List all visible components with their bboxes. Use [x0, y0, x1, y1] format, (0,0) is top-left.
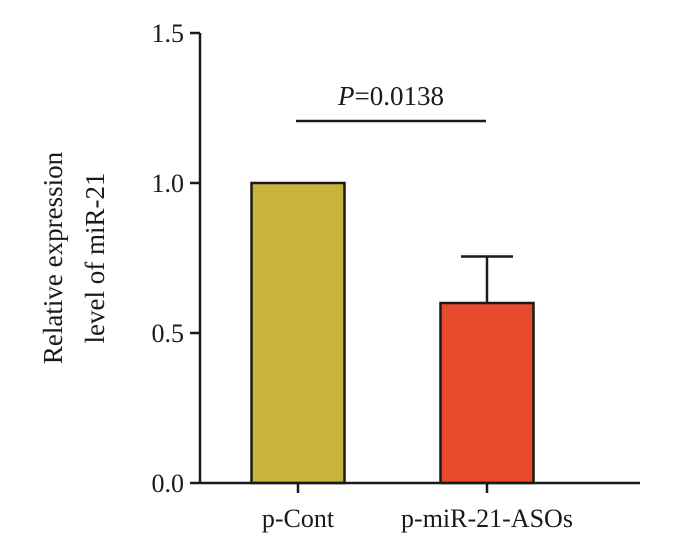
p-value: =0.0138 — [355, 81, 444, 111]
y-axis: 0.0 0.5 1.0 1.5 — [152, 19, 202, 498]
p-symbol: P — [337, 81, 355, 111]
y-tick-label: 1.5 — [152, 19, 185, 48]
x-tick-label: p-miR-21-ASOs — [401, 504, 573, 533]
y-axis-label-line-1: Relative expression — [38, 151, 68, 364]
bar-p-cont — [250, 181, 346, 485]
y-tick-label: 0.5 — [152, 319, 185, 348]
y-axis-label-line-2: level of miR-21 — [80, 173, 110, 344]
x-axis: p-Cont p-miR-21-ASOs — [200, 481, 640, 533]
y-tick-label: 0.0 — [152, 469, 185, 498]
significance-annotation: P=0.0138 — [296, 81, 486, 123]
bar-p-mir-21-asos — [439, 301, 535, 485]
bars — [250, 181, 535, 485]
x-tick-label: p-Cont — [262, 504, 335, 533]
y-axis-label: Relative expression level of miR-21 — [38, 151, 110, 364]
y-tick-label: 1.0 — [152, 169, 185, 198]
p-value-label: P=0.0138 — [337, 81, 444, 111]
